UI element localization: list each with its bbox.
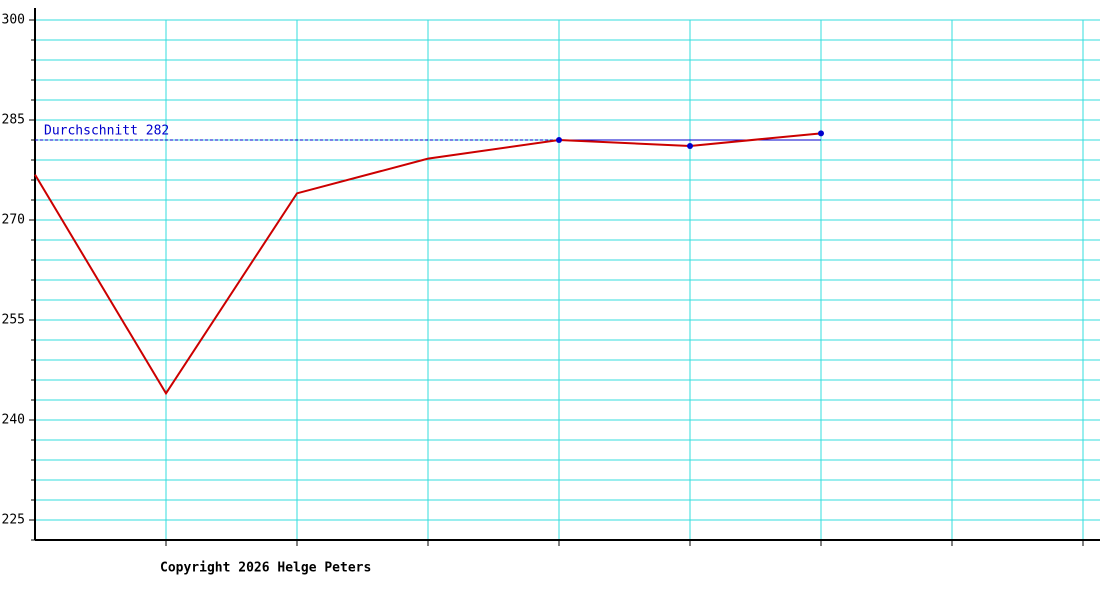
average-label: Durchschnitt 282 <box>44 124 169 139</box>
y-tick-label: 300 <box>2 13 25 28</box>
footer: Copyright 2026 Helge Peters <box>160 561 371 576</box>
y-tick-label: 225 <box>2 513 25 528</box>
marker <box>556 137 562 143</box>
y-tick-label: 270 <box>2 213 25 228</box>
marker <box>687 143 693 149</box>
y-tick-label: 285 <box>2 113 25 128</box>
y-tick-label: 255 <box>2 313 25 328</box>
marker <box>818 130 824 137</box>
y-tick-label: 240 <box>2 413 25 428</box>
